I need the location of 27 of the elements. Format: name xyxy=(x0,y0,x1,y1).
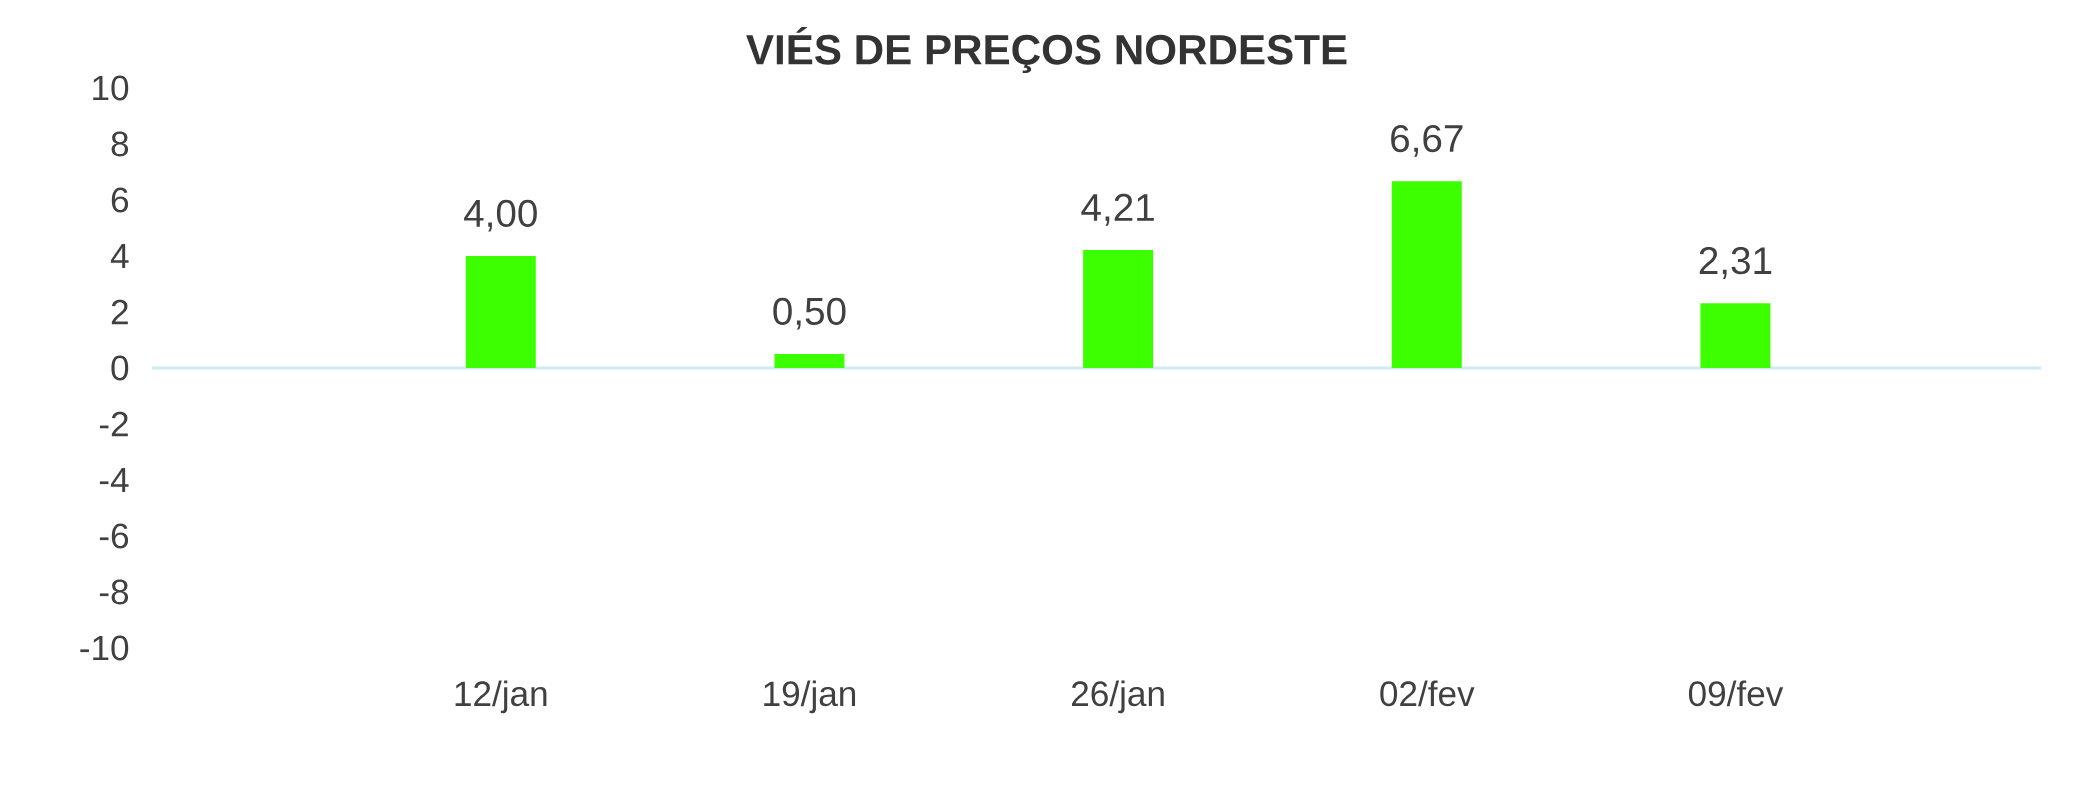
data-label: 6,67 xyxy=(1391,124,1463,157)
data-label: 4,00 xyxy=(464,199,537,232)
y-tick-label: -6 xyxy=(99,523,129,549)
x-tick-label: 26/jan xyxy=(1072,680,1164,714)
y-tick-label: 8 xyxy=(111,131,129,157)
y-tick-label: 4 xyxy=(110,243,129,269)
y-tick-label: 6 xyxy=(111,187,129,213)
y-tick-label: 10 xyxy=(93,75,129,101)
data-label: 2,31 xyxy=(1699,247,1772,279)
bar xyxy=(1391,181,1462,368)
y-tick-label: -2 xyxy=(99,411,128,437)
x-tick-label: 09/fev xyxy=(1688,680,1784,707)
bar xyxy=(1083,250,1154,368)
chart-title: VIÉS DE PREÇOS NORDESTE xyxy=(746,26,1347,74)
y-tick-label: 0 xyxy=(111,355,129,381)
y-tick-label: -4 xyxy=(99,467,129,493)
data-label: 0,50 xyxy=(773,297,846,330)
y-tick-label: -8 xyxy=(99,579,129,605)
y-tick-label: -10 xyxy=(80,635,129,661)
bar xyxy=(465,256,536,368)
x-tick-label: 02/fev xyxy=(1380,680,1475,707)
x-tick-label: 12/jan xyxy=(455,680,547,714)
bar xyxy=(1700,303,1771,368)
data-label: 4,21 xyxy=(1081,193,1154,226)
x-tick-label: 19/jan xyxy=(764,680,856,714)
y-tick-label: 2 xyxy=(111,299,128,325)
bar xyxy=(774,353,845,368)
